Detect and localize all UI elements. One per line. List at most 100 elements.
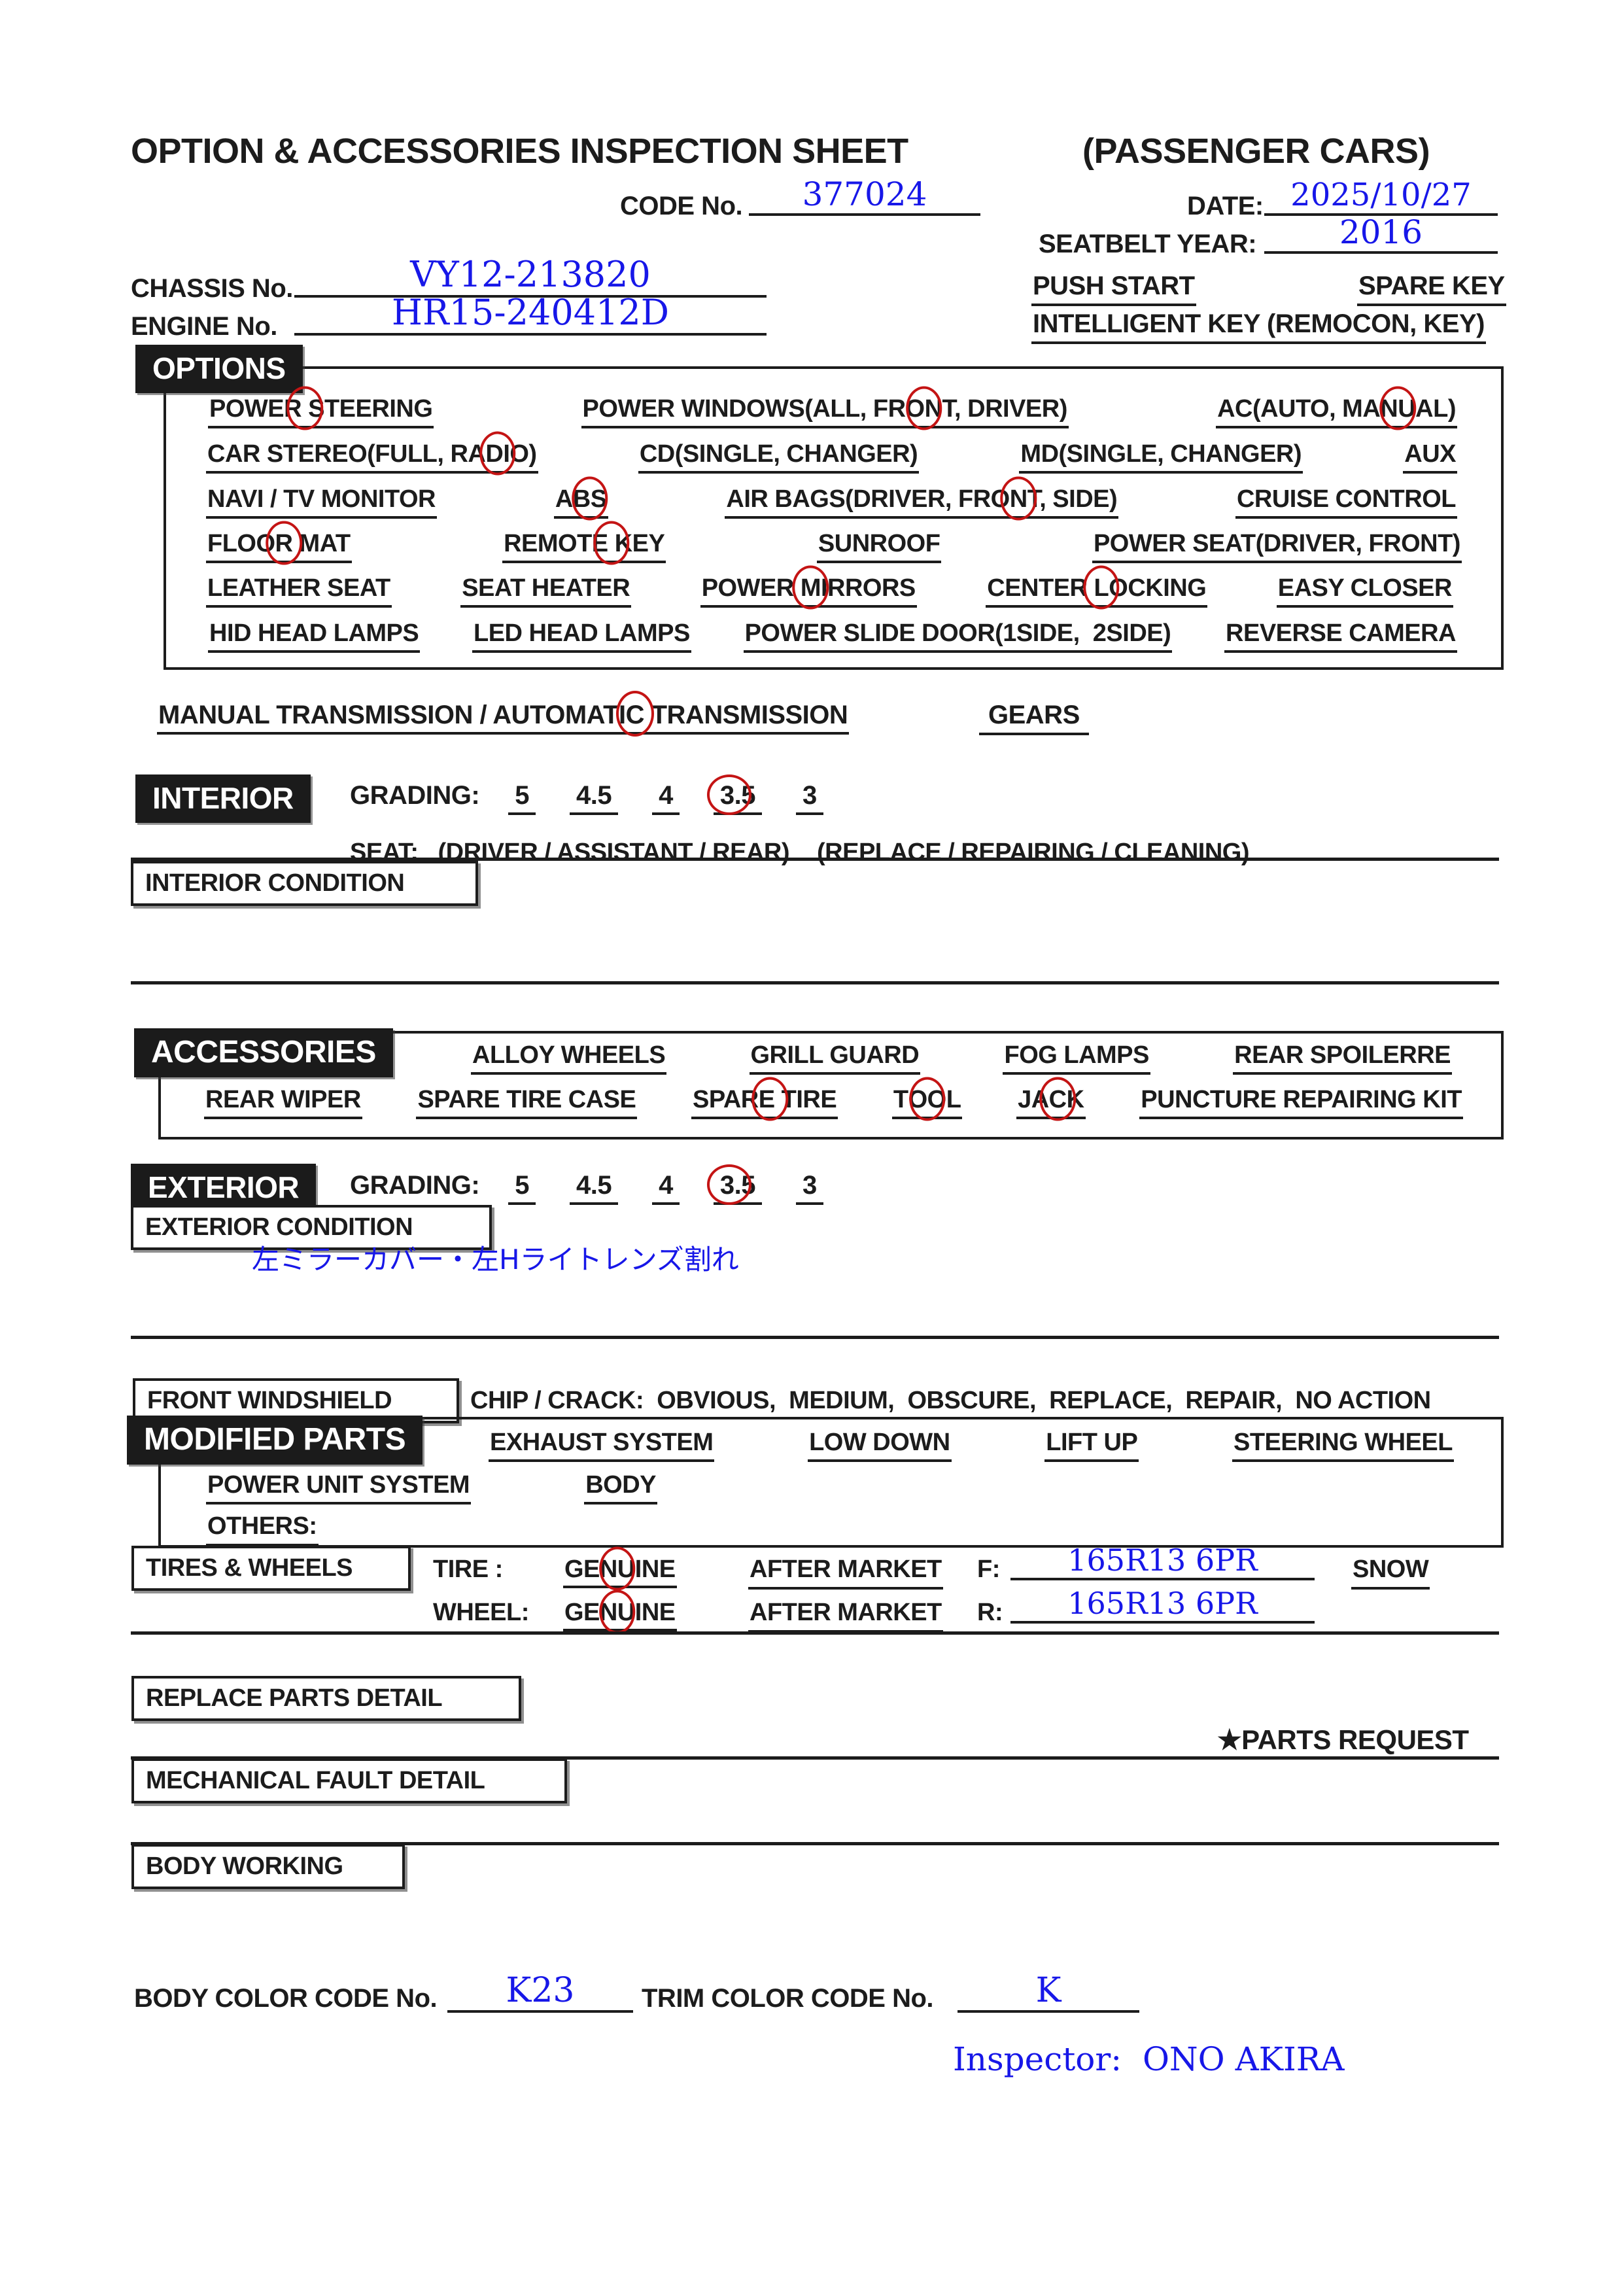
grade-option: 5 [508,1171,536,1205]
option-item: SUNROOF [816,530,942,563]
option-item: NAVI / TV MONITOR [206,485,437,519]
interior-grading-row: GRADING: 5 4.5 4 3.5 3 [350,774,857,815]
wheel-aftermarket-item: AFTER MARKET [748,1599,943,1633]
grade-option: 3 [795,1171,823,1205]
section-label-exterior: EXTERIOR [131,1164,317,1212]
red-circle-mark: N [1009,485,1027,513]
section-label-modified-parts: MODIFIED PARTS [127,1416,423,1465]
option-item: CENTER LOCKING [986,574,1208,608]
option-item: EASY CLOSER [1276,574,1453,608]
section-label-options: OPTIONS [135,345,303,393]
seat-line: SEAT: (DRIVER / ASSISTANT / REAR) (REPLACE… [350,839,1250,867]
option-item: POWER STEERING [208,395,434,428]
page-subtitle: (PASSENGER CARS) [1082,131,1430,171]
modified-parts-box-outline [158,1417,1504,1548]
code-number-value: 377024 [802,175,927,213]
modified-row-1: EXHAUST SYSTEM LOW DOWN LIFT UP STEERING WH… [489,1429,1454,1462]
seat-group-1: (DRIVER / ASSISTANT / REAR) [438,839,789,866]
options-row-4: FLOOR MAT REMOTE KEY SUNROOF POWER SEAT(DRI… [206,530,1462,563]
push-start-item: PUSH START [1031,271,1196,306]
option-item: AC(AUTO, MANUAL) [1216,395,1457,428]
transmission-item: MANUAL TRANSMISSION / AUTOMATIC TRANSMIS… [157,700,850,735]
section-label-interior: INTERIOR [135,774,311,823]
red-circle-mark: NU [599,1599,635,1626]
option-item: FLOOR MAT [206,530,352,563]
date-value: 2025/10/27 [1290,177,1472,213]
separator-line [131,1631,1499,1635]
interior-grades: 5 4.5 4 3.5 3 [508,774,857,815]
red-circle-mark [608,530,615,558]
separator-line [131,1756,1499,1760]
wheel-label: WHEEL: [433,1599,529,1626]
wheel-genuine-item: GENUINE [563,1599,677,1631]
separator-line [131,1842,1499,1845]
intelligent-key-item: INTELLIGENT KEY (REMOCON, KEY) [1031,309,1486,344]
accessories-row-2: REAR WIPER SPARE TIRE CASE SPARE TIRE TOOL J… [204,1086,1463,1119]
red-circle-mark: C [625,701,645,729]
red-circle-mark: OO [908,1086,947,1113]
seat-group-2: (REPLACE / REPAIRING / CLEANING) [817,839,1250,866]
red-circle-mark [302,395,308,423]
seatbelt-year-value: 2016 [1339,213,1423,251]
body-color-label: BODY COLOR CODE No. [134,1984,438,2013]
grade-option: 3.5 [706,774,762,815]
exterior-grading-label: GRADING: [350,1171,480,1200]
grade-option: 4.5 [569,781,619,815]
options-row-1: POWER STEERING POWER WINDOWS(ALL, FRONT, … [208,395,1457,428]
red-circle-mark: M [800,574,821,602]
option-item: AUX [1403,440,1457,474]
option-item: SPARE TIRE [691,1086,838,1119]
option-item: SPARE TIRE CASE [416,1086,638,1119]
option-item: LED HEAD LAMPS [472,619,691,653]
red-circle-mark: E [758,1086,782,1113]
exterior-condition-note: 左ミラーカバー・左Hライトレンズ割れ [252,1244,739,1276]
grade-option: 3.5 [706,1164,762,1205]
option-item: FOG LAMPS [1003,1041,1150,1075]
gears-item: GEARS [979,700,1089,735]
chassis-number-field: VY12-213820 [294,247,767,298]
trim-color-value: K [1035,1971,1061,2010]
option-item: GENUINE [563,1556,677,1588]
option-item: GENUINE [563,1599,677,1631]
option-item: TOOL [891,1086,963,1119]
engine-number-value: HR15-240412D [391,292,670,333]
options-row-6: HID HEAD LAMPS LED HEAD LAMPS POWER SLIDE … [208,619,1457,653]
date-field: 2025/10/27 [1264,165,1498,216]
parts-request-label: ★PARTS REQUEST [1217,1724,1469,1755]
chassis-number-value: VY12-213820 [410,254,651,295]
replace-parts-detail-box: REPLACE PARTS DETAIL [131,1676,521,1721]
red-circle-mark: BS [572,485,607,513]
option-item: AIR BAGS(DRIVER, FRONT, SIDE) [725,485,1119,519]
grade-option: 4.5 [569,1171,619,1205]
option-item: MD(SINGLE, CHANGER) [1019,440,1303,474]
code-label: CODE No. [620,192,743,220]
separator-line [131,981,1499,984]
exterior-condition-box: EXTERIOR CONDITION [131,1205,492,1250]
interior-condition-box: INTERIOR CONDITION [131,861,478,906]
options-box-outline [164,366,1504,670]
accessories-box-outline [158,1031,1504,1139]
option-item: BODY [584,1471,657,1505]
body-color-field: K23 [447,1963,633,2013]
rear-tire-field: 165R13 6PR [1010,1579,1315,1624]
front-tire-field: 165R13 6PR [1010,1536,1315,1580]
chip-crack-line: CHIP / CRACK: OBVIOUS, MEDIUM, OBSCURE, … [470,1387,1431,1414]
trim-color-label: TRIM COLOR CODE No. [642,1984,934,2013]
separator-line [131,858,1499,861]
modified-others-label: OTHERS: [206,1512,319,1546]
tire-label: TIRE : [433,1556,503,1583]
red-circle-mark: DI [485,440,510,468]
interior-grading-label: GRADING: [350,781,480,810]
snow-item: SNOW [1351,1556,1430,1590]
red-circle-mark: NU [599,1556,635,1583]
grade-option: 4 [652,781,680,815]
red-circle-mark: C [1048,1086,1067,1113]
exterior-grades: 5 4.5 4 3.5 3 [508,1164,857,1205]
grade-option: 5 [508,781,536,815]
engine-label: ENGINE No. [131,312,277,341]
option-item: SEAT HEATER [460,574,632,608]
trim-color-field: K [958,1963,1139,2013]
option-item: CD(SINGLE, CHANGER) [638,440,920,474]
engine-number-field: HR15-240412D [294,285,767,336]
